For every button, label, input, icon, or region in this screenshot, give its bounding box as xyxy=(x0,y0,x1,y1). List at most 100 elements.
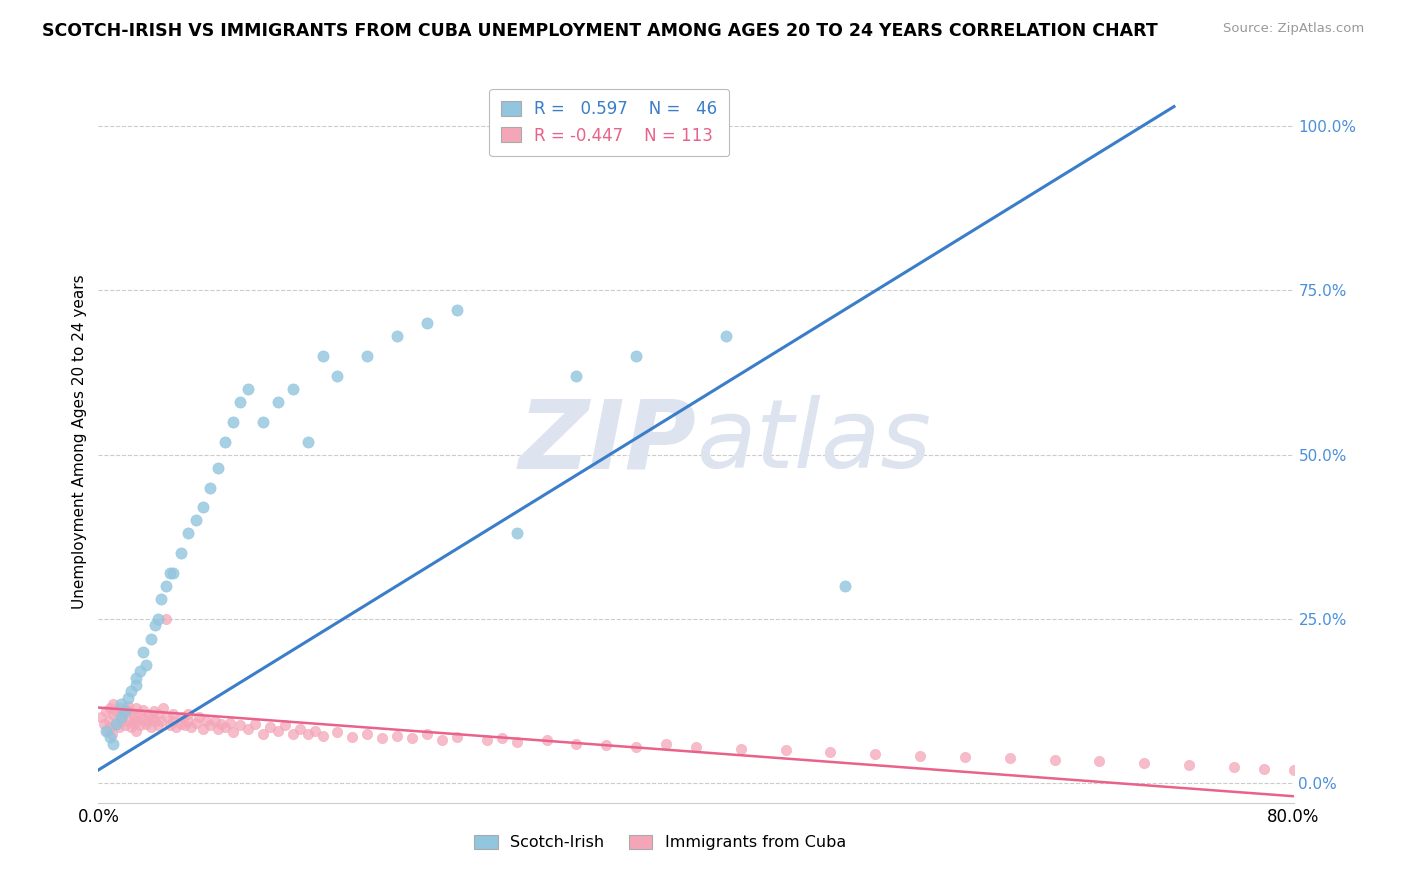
Point xyxy=(135,717,157,731)
Point xyxy=(177,714,200,728)
Point xyxy=(236,723,259,737)
Point xyxy=(356,349,378,363)
Point xyxy=(112,705,135,719)
Point xyxy=(169,546,191,560)
Point xyxy=(401,731,423,746)
Point xyxy=(111,710,134,724)
Point xyxy=(1133,756,1156,771)
Point xyxy=(120,684,142,698)
Point xyxy=(214,434,236,449)
Point xyxy=(267,723,290,738)
Point xyxy=(98,700,122,714)
Point xyxy=(730,742,752,756)
Point xyxy=(342,730,364,744)
Point xyxy=(174,718,197,732)
Point xyxy=(105,704,128,718)
Point xyxy=(865,747,887,761)
Point xyxy=(714,329,737,343)
Point xyxy=(326,724,349,739)
Point xyxy=(356,727,378,741)
Point xyxy=(207,460,229,475)
Point xyxy=(626,349,648,363)
Point xyxy=(120,720,142,734)
Point xyxy=(125,700,148,714)
Point xyxy=(156,710,179,724)
Point xyxy=(214,720,236,734)
Point xyxy=(229,395,252,409)
Point xyxy=(1327,766,1350,780)
Point xyxy=(143,714,166,728)
Point xyxy=(148,718,170,732)
Point xyxy=(96,723,118,738)
Point xyxy=(1223,760,1246,774)
Point xyxy=(165,720,187,734)
Point xyxy=(446,303,468,318)
Point xyxy=(655,737,678,751)
Point xyxy=(191,723,214,737)
Point xyxy=(114,718,136,732)
Point xyxy=(148,612,170,626)
Point xyxy=(1253,762,1275,776)
Point xyxy=(94,723,117,738)
Point xyxy=(245,717,267,731)
Point xyxy=(236,382,259,396)
Point xyxy=(150,592,173,607)
Point xyxy=(159,718,181,732)
Point xyxy=(135,657,157,672)
Point xyxy=(117,714,139,728)
Point xyxy=(172,710,194,724)
Point xyxy=(93,717,115,731)
Point xyxy=(252,415,274,429)
Point xyxy=(416,316,439,330)
Point xyxy=(129,707,152,722)
Point xyxy=(139,720,162,734)
Point xyxy=(222,724,245,739)
Point xyxy=(1312,764,1334,779)
Point xyxy=(98,720,122,734)
Point xyxy=(385,329,409,343)
Point xyxy=(101,727,124,741)
Point xyxy=(139,632,162,646)
Point xyxy=(152,700,174,714)
Point xyxy=(148,707,170,722)
Point xyxy=(132,712,155,726)
Point xyxy=(209,717,232,731)
Point xyxy=(281,382,304,396)
Point xyxy=(229,718,252,732)
Point xyxy=(177,707,200,722)
Point xyxy=(103,698,125,712)
Point xyxy=(191,500,214,515)
Point xyxy=(129,665,152,679)
Point xyxy=(141,710,163,724)
Point xyxy=(259,720,281,734)
Point xyxy=(162,707,184,722)
Point xyxy=(685,739,707,754)
Point xyxy=(105,717,128,731)
Point xyxy=(200,718,222,732)
Point xyxy=(159,566,181,580)
Point xyxy=(177,526,200,541)
Text: atlas: atlas xyxy=(696,395,931,488)
Point xyxy=(775,743,797,757)
Point xyxy=(187,710,209,724)
Point xyxy=(143,618,166,632)
Point xyxy=(219,715,242,730)
Point xyxy=(536,733,558,747)
Point xyxy=(626,739,648,754)
Point xyxy=(908,748,931,763)
Point xyxy=(184,715,207,730)
Point xyxy=(125,677,148,691)
Point xyxy=(953,749,976,764)
Point xyxy=(110,700,132,714)
Point xyxy=(94,704,117,718)
Point xyxy=(120,705,142,719)
Text: ZIP: ZIP xyxy=(517,395,696,488)
Point xyxy=(207,723,229,737)
Point xyxy=(304,723,326,738)
Point xyxy=(125,723,148,738)
Point xyxy=(475,733,498,747)
Point xyxy=(184,513,207,527)
Point xyxy=(595,738,617,752)
Point xyxy=(274,718,297,732)
Point xyxy=(281,727,304,741)
